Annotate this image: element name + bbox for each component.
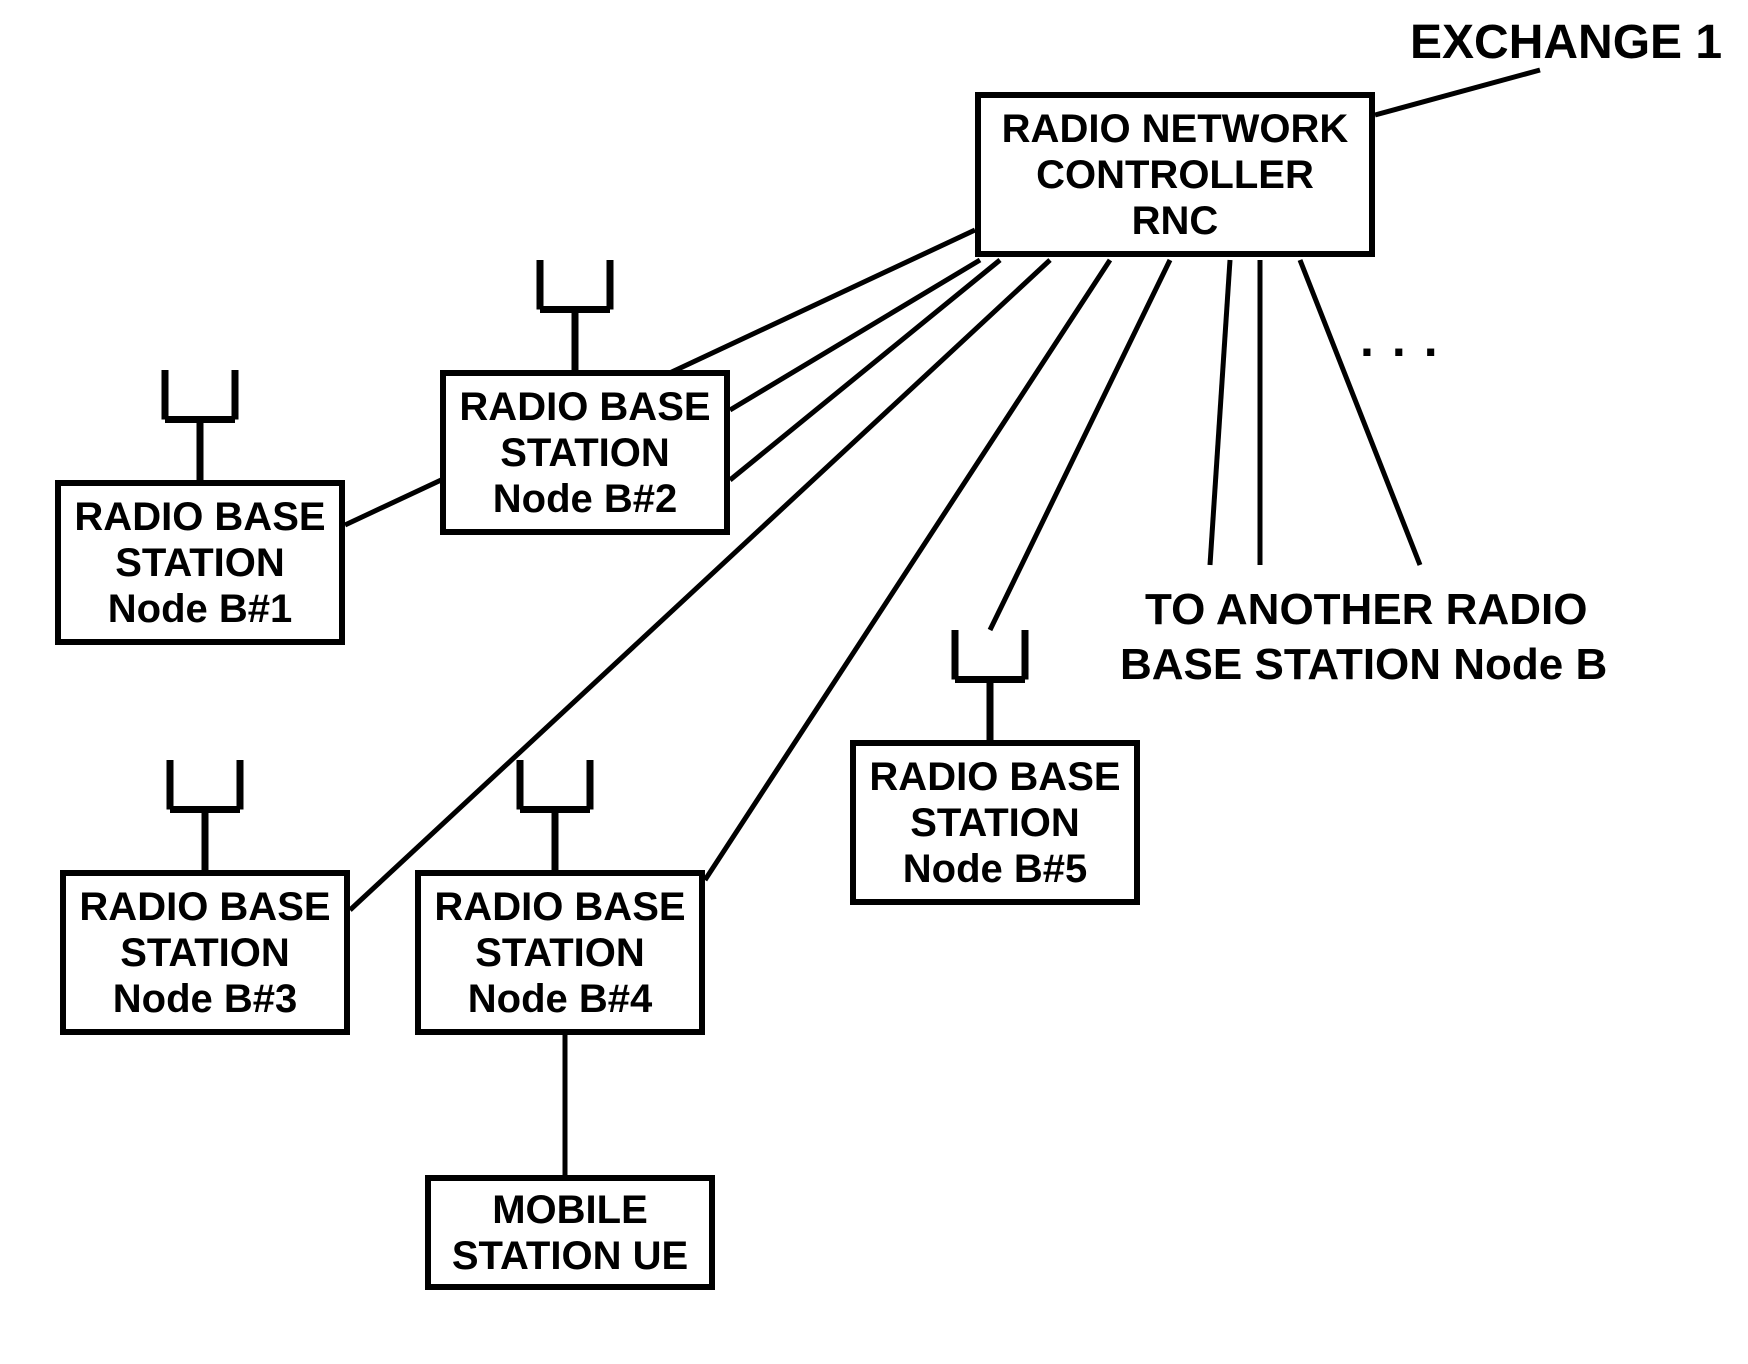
ue-box: MOBILE STATION UE (425, 1175, 715, 1290)
nodeb3-line2: STATION (120, 930, 290, 976)
rnc-line3: RNC (1132, 198, 1219, 244)
nodeb1-line3: Node B#1 (108, 586, 293, 632)
rnc-box: RADIO NETWORK CONTROLLER RNC (975, 92, 1375, 257)
nodeb2-line3: Node B#2 (493, 476, 678, 522)
nodeb1-box: RADIO BASE STATION Node B#1 (55, 480, 345, 645)
to-another-line2: BASE STATION Node B (1120, 640, 1607, 690)
exchange-label: EXCHANGE 1 (1410, 15, 1722, 70)
ue-line1: MOBILE (492, 1187, 648, 1233)
nodeb1-line2: STATION (115, 540, 285, 586)
nodeb3-line3: Node B#3 (113, 976, 298, 1022)
nodeb4-box: RADIO BASE STATION Node B#4 (415, 870, 705, 1035)
antenna-icon (165, 370, 235, 480)
ue-line2: STATION UE (452, 1233, 688, 1279)
nodeb4-line1: RADIO BASE (434, 884, 685, 930)
nodeb5-line1: RADIO BASE (869, 754, 1120, 800)
nodeb1-line1: RADIO BASE (74, 494, 325, 540)
nodeb3-line1: RADIO BASE (79, 884, 330, 930)
nodeb2-line1: RADIO BASE (459, 384, 710, 430)
nodeb3-box: RADIO BASE STATION Node B#3 (60, 870, 350, 1035)
antenna-icon (520, 760, 590, 870)
antenna-icon (540, 260, 610, 370)
rnc-line2: CONTROLLER (1036, 152, 1314, 198)
to-another-line1: TO ANOTHER RADIO (1145, 585, 1587, 635)
rnc-line1: RADIO NETWORK (1002, 106, 1349, 152)
nodeb4-line3: Node B#4 (468, 976, 653, 1022)
antenna-icon (955, 630, 1025, 740)
nodeb5-line3: Node B#5 (903, 846, 1088, 892)
nodeb2-box: RADIO BASE STATION Node B#2 (440, 370, 730, 535)
nodeb2-line2: STATION (500, 430, 670, 476)
antenna-icon (170, 760, 240, 870)
nodeb4-line2: STATION (475, 930, 645, 976)
nodeb5-box: RADIO BASE STATION Node B#5 (850, 740, 1140, 905)
ellipsis-dots: ... (1360, 310, 1456, 368)
nodeb5-line2: STATION (910, 800, 1080, 846)
